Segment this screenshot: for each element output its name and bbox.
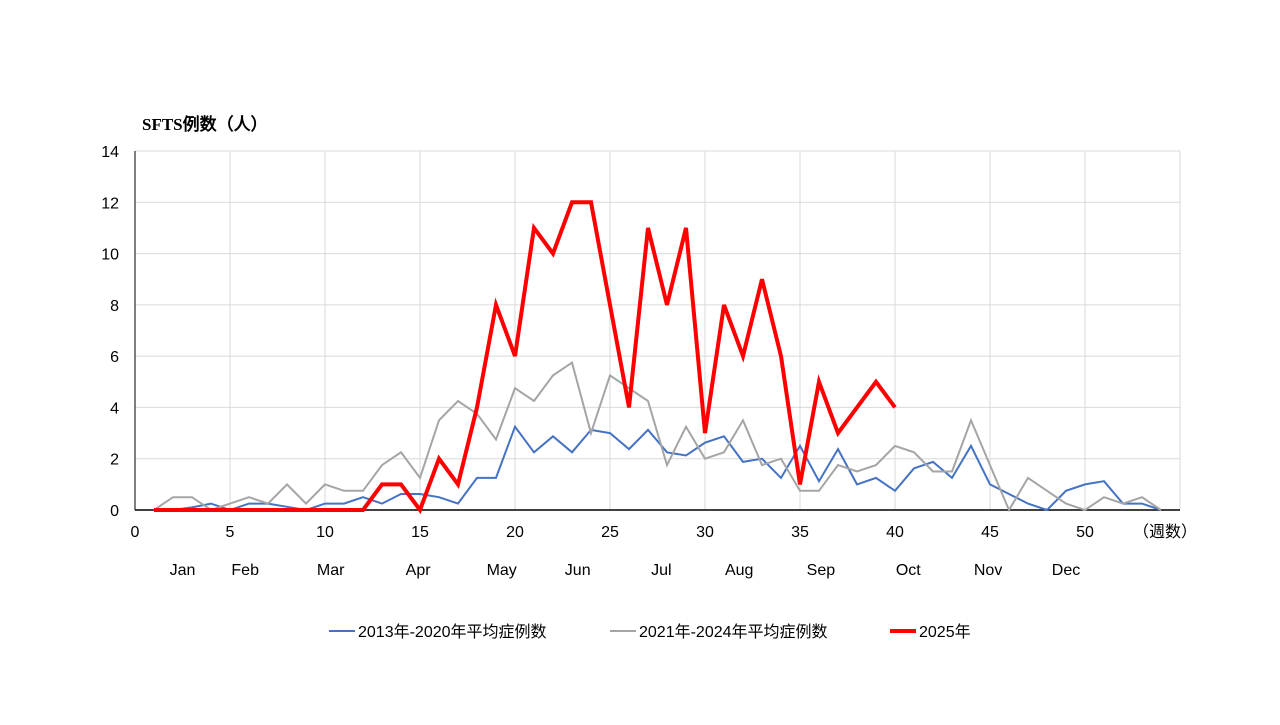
month-label-jul: Jul: [651, 562, 671, 579]
x-tick-label: 50: [1076, 524, 1094, 541]
legend: 2013年-2020年平均症例数 2021年-2024年平均症例数 2025年: [329, 623, 971, 641]
y-tick-label: 14: [101, 144, 119, 161]
grid: [135, 150, 1181, 510]
x-tick-label: 25: [601, 524, 619, 541]
series-line-2: [153, 360, 1162, 513]
y-tick-label: 2: [110, 452, 119, 469]
x-tick-label: 5: [226, 524, 235, 541]
labels-group: 0 2 4 6 8 10 12 14 0 5 10 15 20 25 30 35 40 45 50 Jan Feb Mar…: [101, 144, 1094, 579]
month-label-may: May: [487, 562, 517, 579]
x-tick-label: 30: [696, 524, 714, 541]
month-label-dec: Dec: [1052, 562, 1080, 579]
series-group: [153, 200, 1162, 515]
x-tick-label: 15: [411, 524, 429, 541]
x-tick-label: 20: [506, 524, 524, 541]
series-line-3: [154, 200, 897, 515]
month-label-nov: Nov: [974, 562, 1002, 579]
y-axis-title: SFTS例数（人）: [142, 114, 268, 134]
month-label-jun: Jun: [565, 562, 591, 579]
legend-item-1: 2013年-2020年平均症例数: [329, 623, 547, 641]
month-label-jan: Jan: [170, 562, 196, 579]
y-tick-label: 6: [110, 349, 119, 366]
month-label-aug: Aug: [725, 562, 753, 579]
axes: [134, 151, 1180, 511]
month-label-mar: Mar: [317, 562, 345, 579]
x-tick-label: 0: [131, 524, 140, 541]
month-label-sep: Sep: [807, 562, 836, 579]
y-tick-label: 8: [110, 298, 119, 315]
legend-item-2: 2021年-2024年平均症例数: [610, 623, 828, 641]
series-line-1: [154, 424, 1162, 512]
legend-label: 2025年: [919, 623, 971, 641]
legend-item-3: 2025年: [890, 623, 971, 641]
x-tick-label: 45: [981, 524, 999, 541]
x-tick-label: 10: [316, 524, 334, 541]
y-tick-label: 12: [101, 195, 119, 212]
legend-label: 2013年-2020年平均症例数: [358, 623, 547, 641]
y-tick-label: 0: [110, 503, 119, 520]
x-tick-label: 40: [886, 524, 904, 541]
y-tick-label: 10: [101, 247, 119, 264]
month-label-apr: Apr: [406, 562, 432, 579]
legend-label: 2021年-2024年平均症例数: [639, 623, 828, 641]
x-tick-label: 35: [791, 524, 809, 541]
x-axis-title: （週数）: [1133, 523, 1197, 541]
y-tick-label: 4: [110, 400, 119, 417]
month-label-feb: Feb: [231, 562, 259, 579]
month-label-oct: Oct: [896, 562, 921, 579]
